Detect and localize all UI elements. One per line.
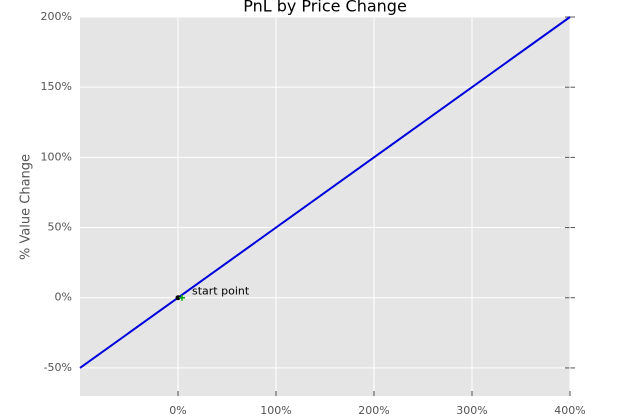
y-tick-label: 50%	[48, 221, 72, 234]
annotation-text: start point	[192, 285, 250, 298]
start-point	[175, 295, 181, 301]
x-tick-label: 0%	[169, 404, 186, 416]
x-tick-label: 300%	[456, 404, 487, 416]
y-tick-label: 200%	[41, 10, 72, 23]
x-tick-label: 100%	[260, 404, 291, 416]
chart-title: PnL by Price Change	[243, 0, 407, 16]
x-tick-label: 400%	[554, 404, 585, 416]
y-tick-label: 100%	[41, 150, 72, 163]
x-tick-label: 200%	[358, 404, 389, 416]
y-tick-label: 0%	[55, 291, 72, 304]
annotation-marker	[179, 294, 185, 301]
y-tick-label: -50%	[44, 361, 72, 374]
line	[79, 16, 571, 369]
y-tick-label: 150%	[41, 80, 72, 93]
plot-area	[80, 17, 570, 396]
y-axis-label: % Value Change	[19, 154, 34, 260]
